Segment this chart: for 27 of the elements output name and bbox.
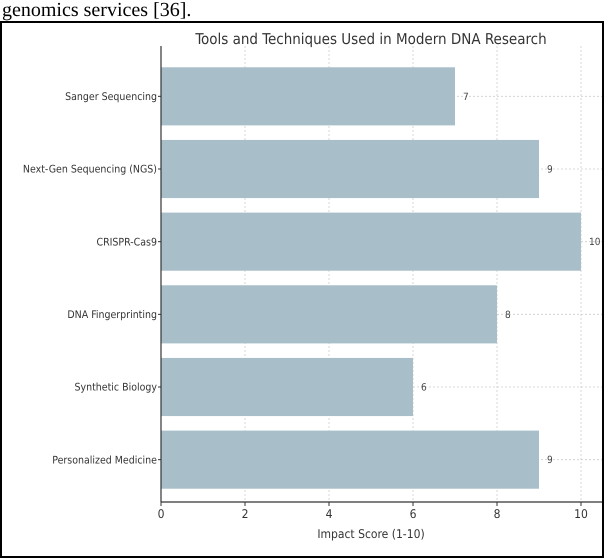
x-axis-title: Impact Score (1-10)	[317, 527, 425, 541]
data-label: 9	[547, 164, 553, 176]
y-tick-label: Personalized Medicine	[52, 454, 158, 466]
data-label: 9	[547, 455, 553, 466]
data-label: 7	[463, 92, 469, 103]
bar	[161, 358, 413, 416]
y-tick-label: Sanger Sequencing	[65, 91, 157, 104]
y-tick-label: DNA Fingerprinting	[67, 309, 157, 322]
y-tick-label: Next-Gen Sequencing (NGS)	[22, 164, 157, 176]
x-tick-label: 10	[574, 507, 588, 521]
x-tick-label: 2	[242, 507, 248, 521]
bar	[161, 212, 581, 271]
bar	[161, 67, 455, 126]
x-tick-label: 0	[158, 507, 165, 521]
y-tick-label: CRISPR-Cas9	[96, 236, 157, 248]
text: genomics services [36].	[2, 0, 192, 21]
data-label: 6	[421, 382, 427, 394]
bar	[161, 140, 539, 198]
y-tick-label: Synthetic Biology	[74, 382, 158, 394]
x-tick-label: 4	[326, 507, 333, 521]
bar	[161, 285, 497, 344]
data-label: 10	[589, 237, 601, 248]
chart-title: Tools and Techniques Used in Modern DNA Research	[194, 30, 547, 48]
x-tick-label: 8	[494, 507, 501, 521]
data-label: 8	[505, 310, 511, 321]
x-tick-label: 6	[410, 507, 417, 521]
bar	[161, 430, 539, 489]
